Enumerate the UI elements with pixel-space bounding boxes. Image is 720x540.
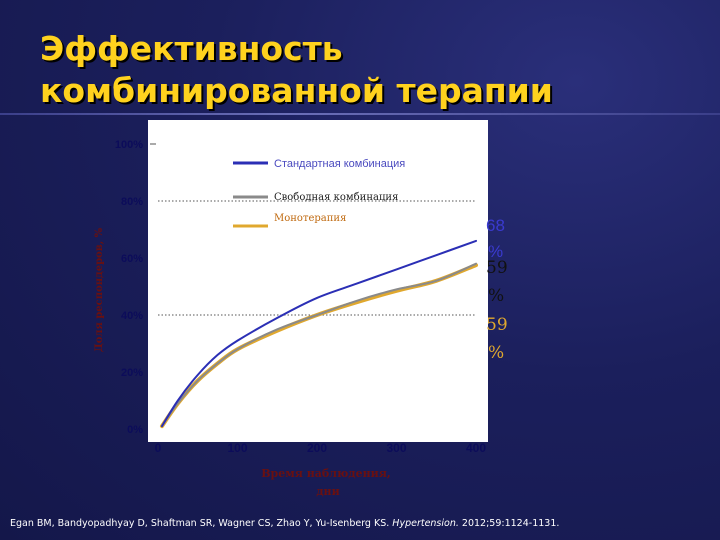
citation: Egan BM, Bandyopadhyay D, Shaftman SR, W…: [10, 518, 559, 529]
citation-journal: Hypertension.: [392, 518, 459, 529]
y-tick-label-60: 60%: [121, 253, 143, 265]
end-label-free-value: 59: [486, 258, 508, 278]
title-line-2: комбинированной терапии: [40, 71, 553, 110]
y-tick-label-20: 20%: [121, 367, 143, 379]
x-tick-label-100: 100: [227, 441, 247, 455]
x-tick-label-200: 200: [307, 441, 327, 455]
y-tick-label-0: 0%: [127, 424, 143, 436]
y-tick-label-80: 80%: [121, 196, 143, 208]
end-label-mono-unit: %: [488, 343, 504, 363]
title-line-1: Эффективность: [40, 29, 343, 68]
end-label-standard-unit: %: [488, 242, 503, 261]
x-tick-label-0: 0: [155, 441, 162, 455]
legend-label-free-combination: Свободная комбинация: [274, 192, 398, 203]
legend-label-monotherapy: Монотерапия: [274, 213, 346, 224]
series-line-free-combination: [161, 262, 477, 428]
citation-details: 2012;59:1124-1131.: [461, 518, 560, 529]
legend-label-standard-combination: Стандартная комбинация: [274, 158, 405, 170]
citation-authors: Egan BM, Bandyopadhyay D, Shaftman SR, W…: [10, 518, 390, 529]
x-tick-label-400: 400: [466, 441, 486, 455]
series-line-standard-combination: [161, 239, 477, 428]
title-divider: [0, 113, 720, 115]
x-axis-label-line-2: дни: [316, 485, 340, 498]
x-tick-label-300: 300: [386, 441, 406, 455]
end-label-mono-value: 59: [486, 315, 508, 335]
slide-title: Эффективность комбинированной терапии: [40, 28, 553, 112]
x-axis-label-line-1: Время наблюдения,: [261, 467, 391, 480]
end-label-standard-value: 68: [486, 216, 505, 235]
y-tick-label-40: 40%: [121, 310, 143, 322]
end-label-free-unit: %: [488, 286, 504, 306]
y-tick-label-100: 100%: [115, 139, 143, 151]
y-axis-label: Доля респондеров, %: [94, 227, 105, 352]
